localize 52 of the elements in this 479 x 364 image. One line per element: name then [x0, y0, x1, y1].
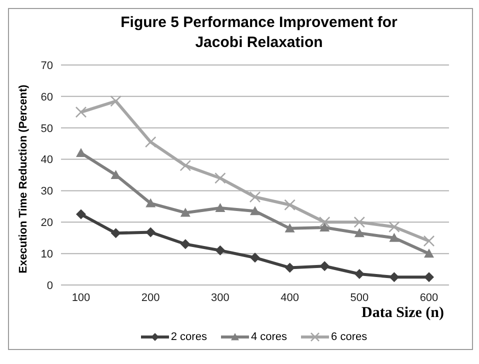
y-tick-label: 50: [40, 122, 53, 135]
x-axis-title: Data Size (n): [362, 305, 444, 322]
x-tick-label: 600: [420, 292, 438, 304]
point: [180, 239, 190, 250]
legend-label: 4 cores: [250, 331, 288, 343]
point: [423, 235, 435, 247]
point: [180, 160, 192, 172]
point: [424, 248, 434, 258]
y-tick-label: 70: [40, 60, 53, 72]
legend-label: 6 cores: [330, 331, 368, 343]
point: [215, 245, 226, 256]
y-tick-label: 0: [46, 280, 53, 292]
point: [180, 208, 190, 217]
point: [215, 203, 226, 212]
point: [388, 221, 400, 233]
point: [318, 216, 330, 228]
chart-title: Figure 5 Performance Improvement for Jacobi Relaxation: [120, 13, 398, 53]
x-tick-label: 500: [350, 292, 369, 304]
y-tick-label: 30: [40, 186, 53, 198]
point: [214, 172, 226, 184]
y-tick-label: 10: [40, 248, 53, 260]
y-tick-label: 20: [40, 217, 53, 230]
point: [354, 228, 364, 238]
x-tick-label: 200: [141, 292, 160, 304]
legend-label: 2 cores: [170, 331, 207, 343]
point: [389, 232, 400, 242]
point: [354, 216, 366, 228]
point: [320, 222, 330, 232]
point: [424, 272, 434, 282]
point: [110, 170, 121, 179]
point: [110, 95, 122, 107]
point: [146, 227, 156, 238]
y-tick-label: 60: [40, 91, 53, 104]
point: [110, 228, 121, 238]
point: [75, 106, 87, 118]
point: [250, 206, 260, 216]
y-axis-title: Execution Time Reduction (Percent): [17, 84, 30, 274]
point: [249, 191, 261, 203]
point: [389, 272, 400, 282]
point: [354, 269, 364, 279]
point: [320, 261, 330, 272]
point: [76, 209, 86, 220]
point: [146, 198, 156, 208]
x-tick-label: 100: [72, 292, 90, 304]
x-tick-label: 400: [280, 292, 299, 304]
point: [284, 199, 296, 211]
x-tick-label: 300: [211, 292, 230, 304]
point: [76, 148, 86, 157]
point: [284, 223, 295, 232]
y-tick-label: 40: [40, 154, 53, 166]
point: [250, 252, 260, 263]
point: [284, 262, 295, 273]
